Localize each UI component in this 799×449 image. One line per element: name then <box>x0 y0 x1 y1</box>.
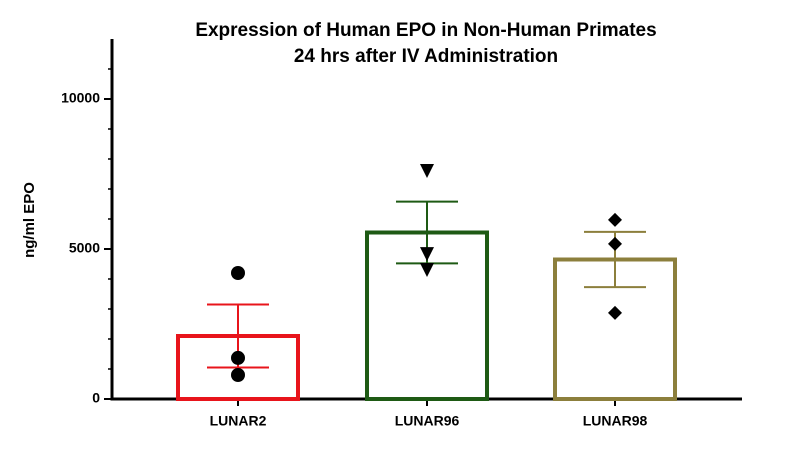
data-point <box>231 350 245 365</box>
data-point <box>231 266 245 280</box>
data-point <box>231 368 245 382</box>
x-tick-label: LUNAR98 <box>583 413 648 429</box>
y-tick-label: 0 <box>92 390 100 406</box>
data-point <box>608 236 622 251</box>
data-point <box>608 212 622 227</box>
data-point <box>420 263 434 277</box>
x-tick-label: LUNAR96 <box>395 413 460 429</box>
data-point <box>608 305 622 320</box>
y-tick-label: 10000 <box>61 90 100 106</box>
chart-title: 24 hrs after IV Administration <box>294 46 558 67</box>
data-point <box>420 247 434 262</box>
data-point <box>420 164 434 178</box>
chart-title: Expression of Human EPO in Non-Human Pri… <box>195 20 656 41</box>
y-axis-label: ng/ml EPO <box>21 182 38 258</box>
y-tick-label: 5000 <box>69 240 100 256</box>
x-tick-label: LUNAR2 <box>210 413 267 429</box>
